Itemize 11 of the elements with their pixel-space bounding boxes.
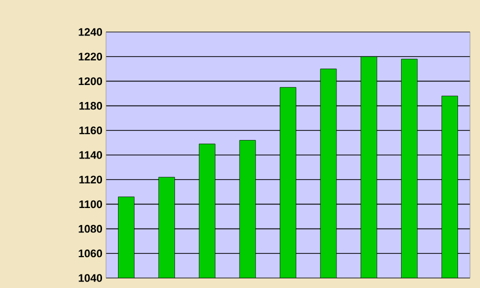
y-tick-label: 1180 (79, 102, 102, 110)
y-tick-label: 1060 (78, 250, 102, 258)
y-tick-label: 1120 (79, 176, 102, 184)
y-tick-label: 1080 (78, 224, 102, 233)
y-tick-label: 1160 (79, 126, 102, 134)
y-tick-label: 1140 (79, 151, 102, 159)
y-tick-label: 1200 (78, 77, 102, 86)
y-tick-label: 1100 (79, 200, 102, 208)
y-tick-label: 1040 (78, 274, 102, 282)
y-tick-label: 1220 (78, 52, 102, 60)
y-tick-label: 1240 (78, 28, 102, 36)
